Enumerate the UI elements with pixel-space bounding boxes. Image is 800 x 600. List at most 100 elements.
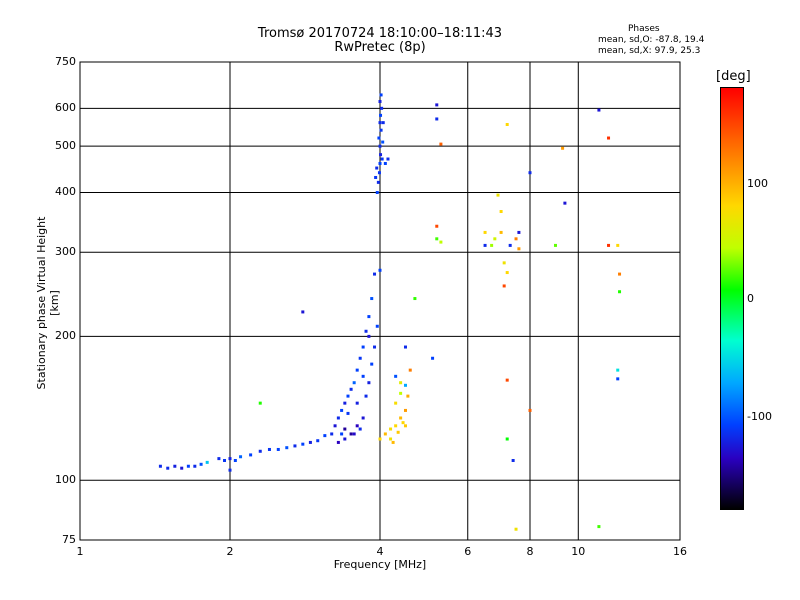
data-point xyxy=(378,437,382,441)
data-point xyxy=(166,466,170,470)
x-tick-label: 4 xyxy=(376,545,384,558)
data-point xyxy=(228,468,232,472)
x-tick-label: 6 xyxy=(464,545,472,558)
data-point xyxy=(408,368,412,372)
y-tick-label: 500 xyxy=(55,139,76,153)
data-point xyxy=(340,432,344,436)
data-point xyxy=(378,268,382,272)
data-point xyxy=(528,171,532,175)
data-point xyxy=(502,261,506,265)
data-point xyxy=(517,230,521,234)
data-point xyxy=(597,525,601,529)
data-point xyxy=(376,180,380,184)
data-point xyxy=(381,121,385,125)
data-point xyxy=(380,106,384,110)
data-point xyxy=(199,462,203,466)
data-point xyxy=(373,272,377,276)
data-point xyxy=(349,432,353,436)
data-point xyxy=(355,368,359,372)
grid-lines xyxy=(80,62,680,540)
data-point xyxy=(514,527,518,531)
data-point xyxy=(499,210,503,214)
y-tick-label: 300 xyxy=(55,245,76,259)
data-point xyxy=(383,432,387,436)
data-point xyxy=(364,329,368,333)
data-point xyxy=(186,464,190,468)
x-axis-title: Frequency [MHz] xyxy=(333,558,427,571)
y-axis-title: Stationary phase Virtual Height [km] xyxy=(35,216,61,390)
data-point xyxy=(502,284,506,288)
data-point xyxy=(308,440,312,444)
data-point xyxy=(358,356,362,360)
y-tick-label: 100 xyxy=(55,473,76,487)
data-point xyxy=(379,93,383,97)
data-point xyxy=(394,374,398,378)
colorbar-tick-minus100: -100 xyxy=(747,410,772,423)
data-point xyxy=(333,424,337,428)
data-point xyxy=(258,449,262,453)
data-point xyxy=(616,368,620,372)
data-point xyxy=(374,175,378,179)
data-point xyxy=(370,297,374,301)
data-point xyxy=(413,297,417,301)
data-point xyxy=(373,345,377,349)
x-tick-label: 8 xyxy=(526,545,534,558)
data-point xyxy=(375,190,379,194)
colorbar-tick-100: 100 xyxy=(747,177,768,190)
data-point xyxy=(483,243,487,247)
data-point xyxy=(496,193,500,197)
data-point xyxy=(616,243,620,247)
data-point xyxy=(228,457,232,461)
data-point xyxy=(490,243,494,247)
data-point xyxy=(561,146,565,150)
data-point xyxy=(352,381,356,385)
data-point xyxy=(607,243,611,247)
data-point xyxy=(285,446,289,450)
data-point xyxy=(553,243,557,247)
data-point xyxy=(158,464,162,468)
data-point xyxy=(330,432,334,436)
y-tick-label: 75 xyxy=(62,533,76,546)
data-point xyxy=(352,432,356,436)
data-point xyxy=(377,136,381,140)
data-point xyxy=(223,458,227,462)
data-point xyxy=(346,394,350,398)
data-point xyxy=(391,440,395,444)
data-point xyxy=(528,408,532,412)
data-point xyxy=(361,345,365,349)
x-tick-label: 16 xyxy=(673,545,687,558)
data-point xyxy=(386,157,390,161)
data-point xyxy=(346,411,350,415)
data-point xyxy=(403,424,407,428)
data-point xyxy=(301,310,305,314)
phases-x-stats: mean, sd,X: 97.9, 25.3 xyxy=(598,46,701,56)
data-point xyxy=(217,457,221,461)
data-point xyxy=(378,161,382,165)
data-point xyxy=(435,117,439,121)
data-point xyxy=(618,272,622,276)
y-tick-label: 750 xyxy=(55,55,76,68)
data-point xyxy=(493,237,497,241)
y-tick-label: 400 xyxy=(55,185,76,199)
data-point xyxy=(396,430,400,434)
chart-subtitle: RwPretec (8p) xyxy=(334,40,426,55)
data-point xyxy=(205,460,209,464)
data-point xyxy=(435,103,439,107)
data-point xyxy=(597,108,601,112)
data-point xyxy=(316,439,320,443)
data-point xyxy=(399,416,403,420)
data-point xyxy=(505,123,509,127)
data-point xyxy=(375,324,379,328)
x-tick-label: 1 xyxy=(76,545,84,558)
data-point xyxy=(355,424,359,428)
data-point xyxy=(343,401,347,405)
data-point xyxy=(439,240,443,244)
data-point xyxy=(343,437,347,441)
data-point xyxy=(399,391,403,395)
data-point xyxy=(403,383,407,387)
data-point xyxy=(380,157,384,161)
data-point xyxy=(435,237,439,241)
data-point xyxy=(361,374,365,378)
data-point xyxy=(505,271,509,275)
